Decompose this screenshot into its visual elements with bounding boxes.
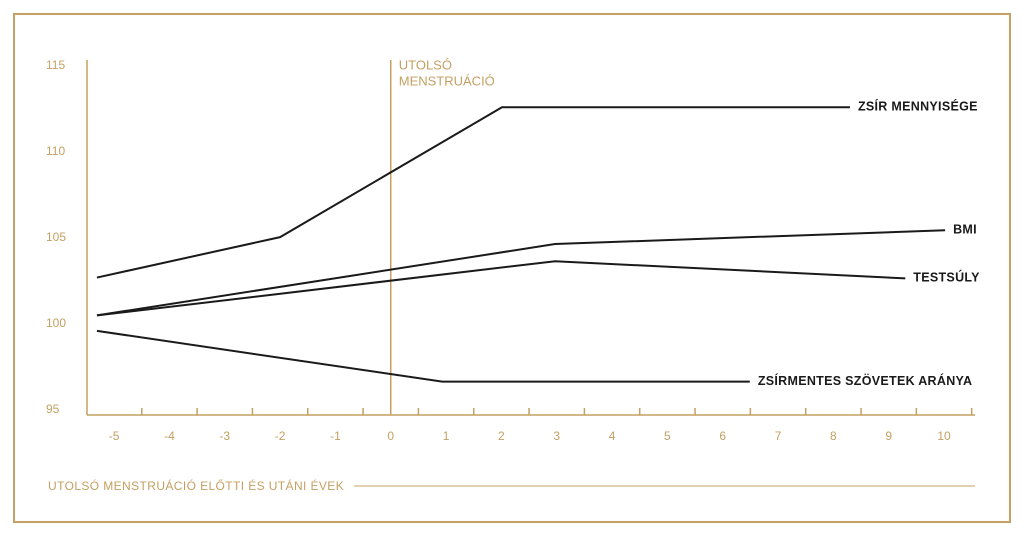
y-tick-label: 110	[46, 144, 65, 158]
legend-label: ZSÍR MENNYISÉGE	[858, 99, 978, 114]
x-tick-label: 0	[387, 429, 394, 443]
x-tick-label: -4	[164, 429, 175, 443]
x-tick-label: -5	[109, 429, 120, 443]
legend-label: TESTSÚLY	[913, 270, 980, 285]
x-tick-label: 6	[719, 429, 726, 443]
x-tick-label: -1	[330, 429, 341, 443]
x-tick-label: -2	[275, 429, 286, 443]
x-tick-label: 7	[775, 429, 782, 443]
frame	[13, 13, 1011, 523]
x-tick-label: 1	[443, 429, 450, 443]
series-line	[96, 229, 946, 317]
legend-label: BMI	[953, 223, 977, 237]
series-line	[96, 106, 850, 279]
x-tick-label: 2	[498, 429, 505, 443]
series-line	[96, 329, 750, 383]
x-tick-label: 8	[830, 429, 837, 443]
x-axis-label: UTOLSÓ MENSTRUÁCIÓ ELŐTTI ÉS UTÁNI ÉVEK	[48, 478, 344, 493]
y-tick-label: 115	[46, 58, 65, 72]
x-tick-label: 4	[609, 429, 616, 443]
reference-label: MENSTRUÁCIÓ	[399, 73, 495, 88]
reference-label: UTOLSÓ	[399, 57, 452, 72]
y-tick-label: 100	[46, 316, 66, 330]
y-tick-label: 105	[46, 230, 66, 244]
series-line	[96, 260, 906, 317]
x-tick-label: -3	[219, 429, 230, 443]
x-tick-label: 3	[553, 429, 560, 443]
x-tick-label: 9	[885, 429, 892, 443]
x-tick-label: 10	[937, 429, 951, 443]
legend-label: ZSÍRMENTES SZÖVETEK ARÁNYA	[758, 373, 973, 388]
y-tick-label: 95	[46, 402, 60, 416]
x-tick-label: 5	[664, 429, 671, 443]
